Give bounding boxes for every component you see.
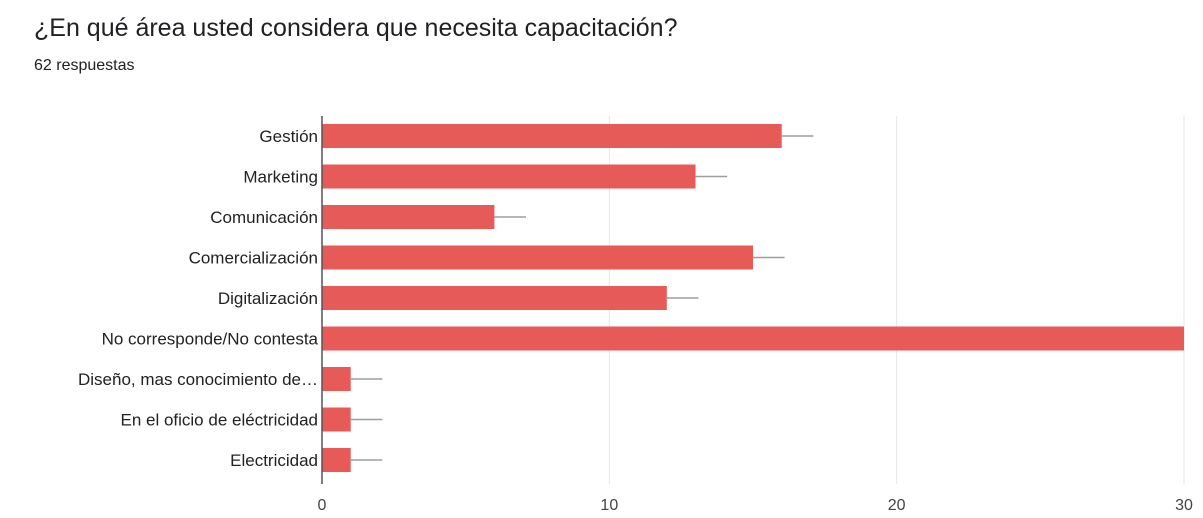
bar-4 [322,286,667,310]
response-count: 62 respuestas [34,57,135,74]
x-tick-label-30: 30 [1175,497,1193,514]
bar-8 [322,448,351,472]
bar-1 [322,164,696,189]
question-header: ¿En qué área usted considera que necesit… [34,12,1184,76]
bar-7 [322,407,351,432]
category-label-3: Comercialización [189,249,318,268]
bar-2 [322,205,495,229]
category-label-4: Digitalización [218,289,318,308]
category-label-6: Diseño, mas conocimiento de… [78,370,318,389]
category-label-1: Marketing [243,168,318,187]
bars [322,124,1184,472]
bar-6 [322,367,351,391]
x-axis-ticks: 0 10 20 30 [318,497,1193,514]
bar-3 [322,245,753,270]
question-title: ¿En qué área usted considera que necesit… [34,14,678,42]
x-tick-label-10: 10 [600,497,618,514]
error-bars [350,135,814,461]
category-label-2: Comunicación [210,208,318,227]
category-label-5: No corresponde/No contesta [102,330,319,349]
category-labels: Gestión Marketing Comunicación Comercializa… [78,127,319,470]
bar-0 [322,124,782,148]
category-label-8: Electricidad [230,451,318,470]
category-label-0: Gestión [259,127,318,146]
x-tick-label-0: 0 [318,497,327,514]
bar-5 [322,326,1184,351]
category-label-7: En el oficio de eléctricidad [120,411,318,430]
x-tick-label-20: 20 [888,497,906,514]
